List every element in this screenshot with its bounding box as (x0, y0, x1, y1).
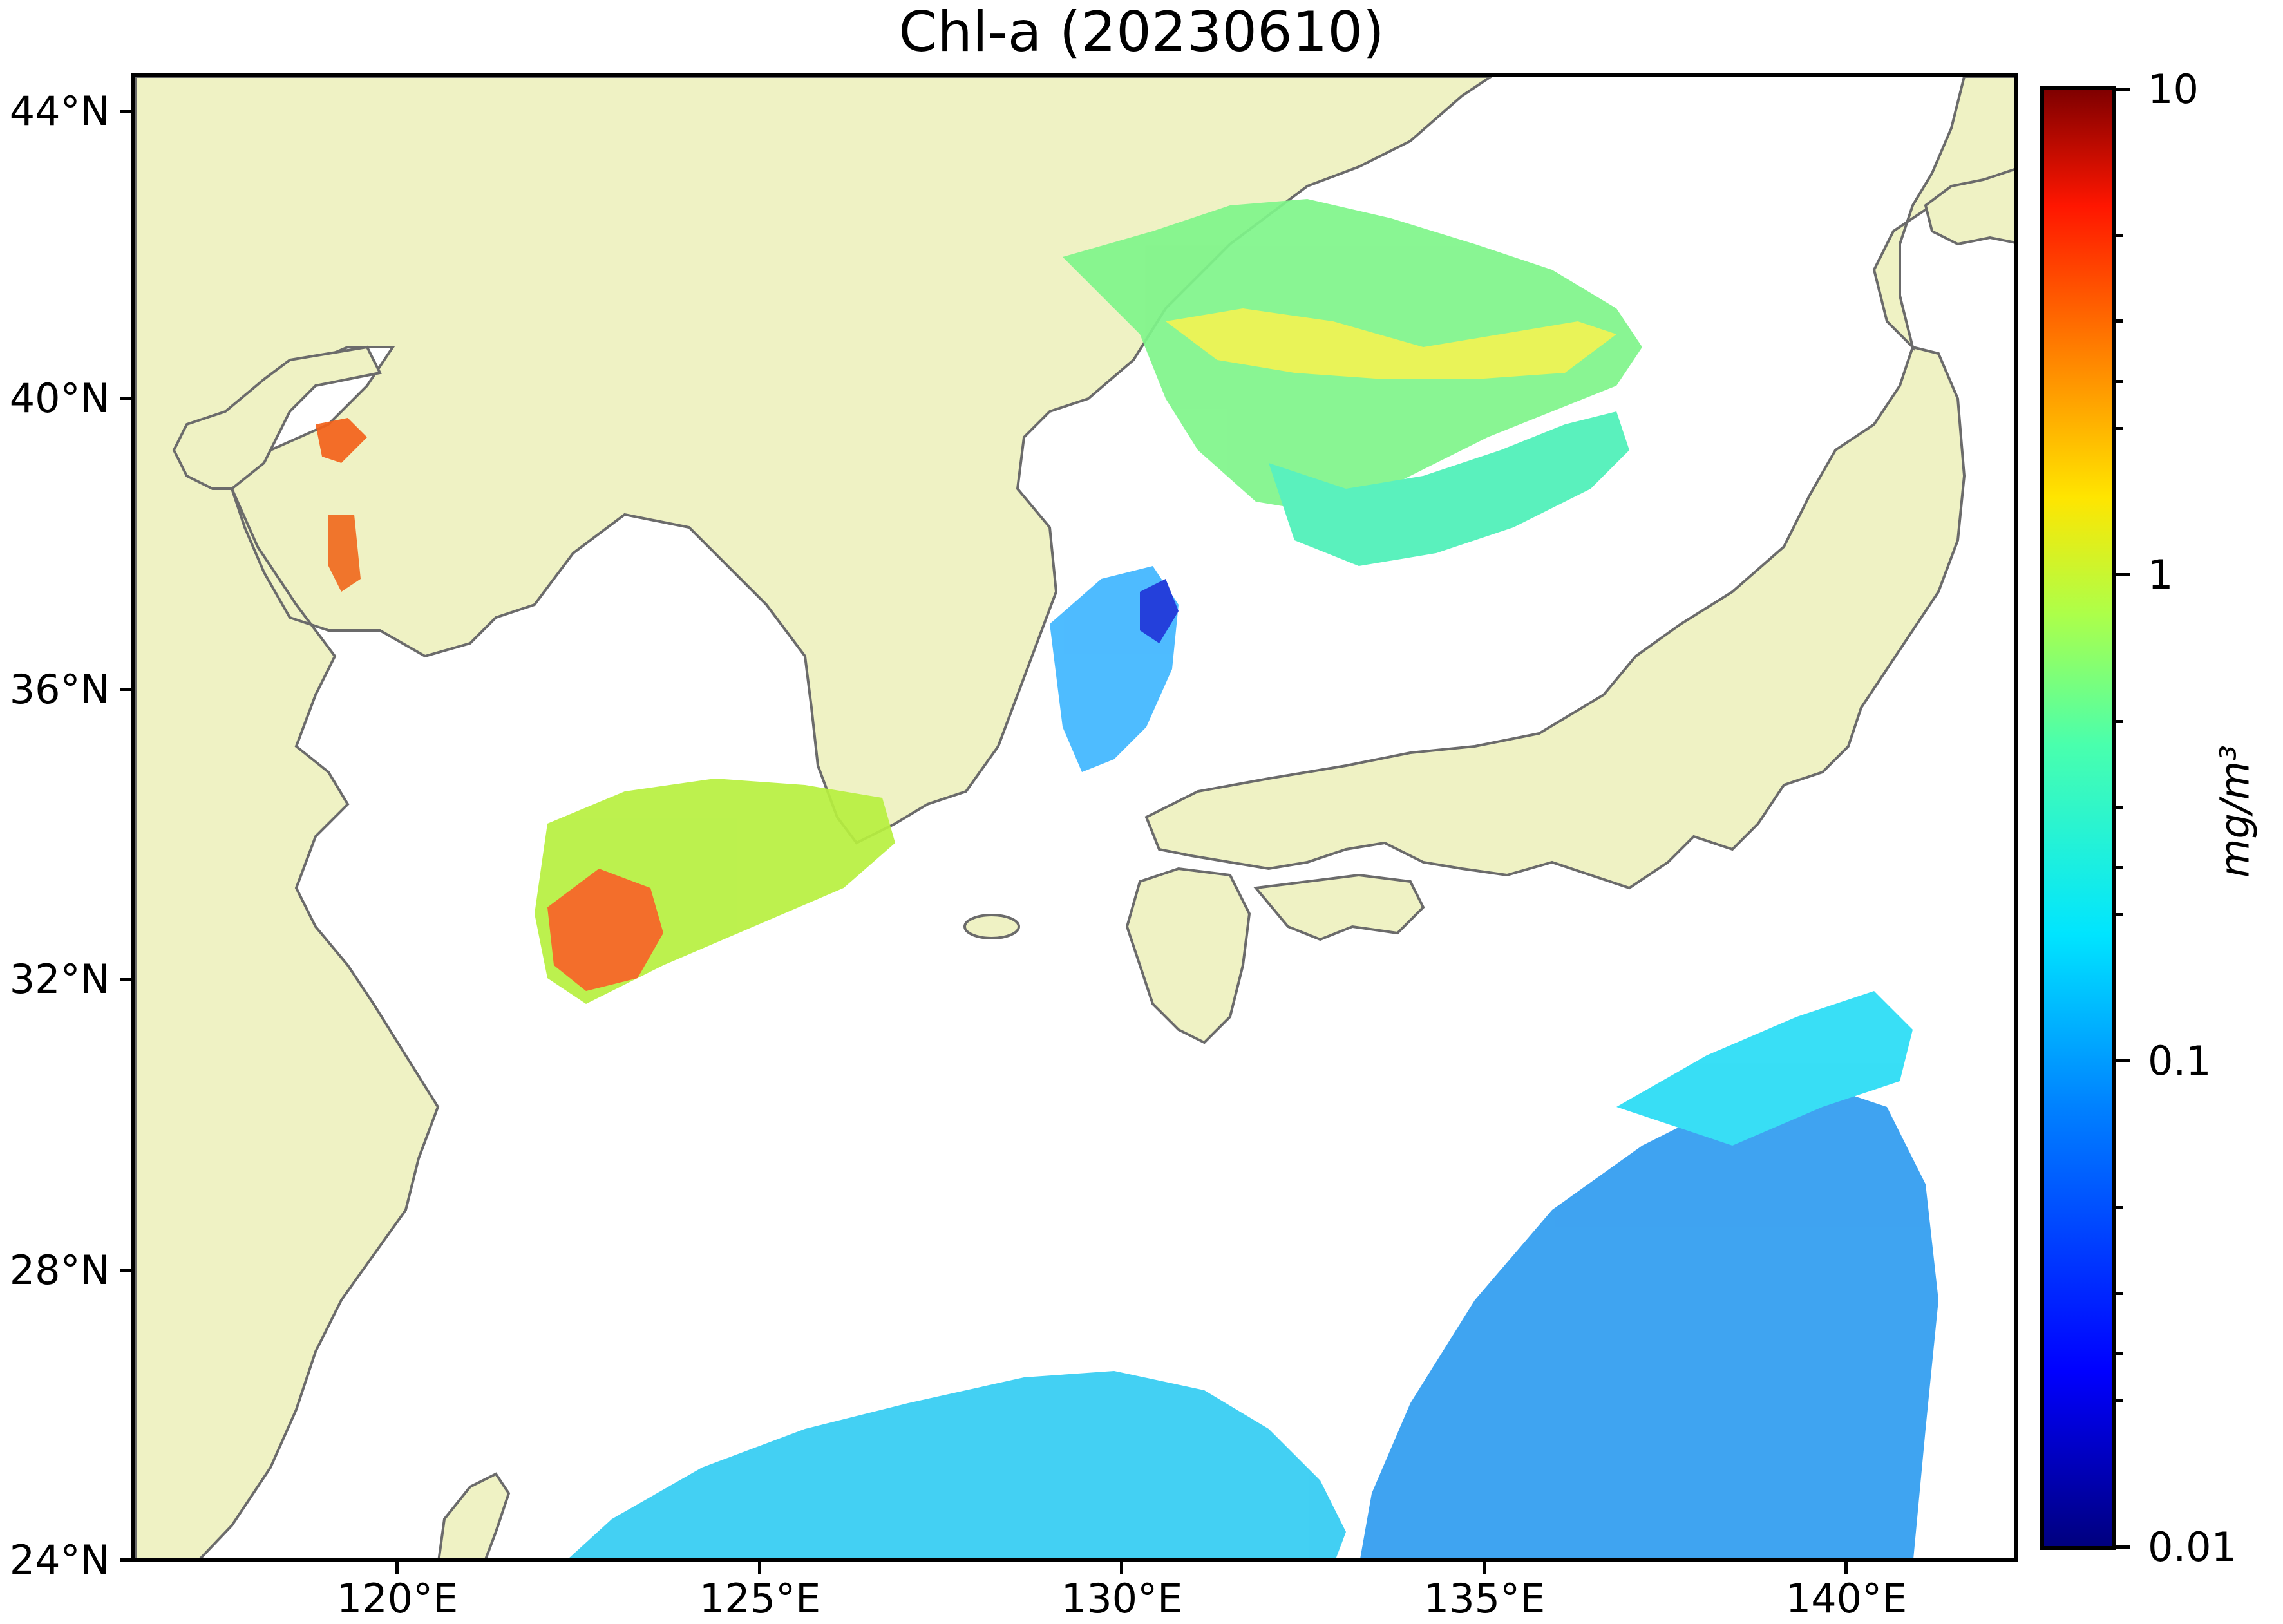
land-liaodong (172, 345, 382, 490)
colorbar-minor-tick (2116, 234, 2123, 237)
colorbar-minor-tick (2116, 1206, 2123, 1209)
colorbar-major-tick (2116, 88, 2130, 91)
colorbar-label: 0.1 (2148, 1037, 2212, 1084)
lon-tick-label: 120°E (336, 1575, 459, 1622)
lat-tickmark (120, 1269, 131, 1272)
map-title: Chl-a (20230610) (898, 0, 1385, 64)
lon-tickmark (1844, 1562, 1848, 1574)
colorbar-minor-tick (2116, 720, 2123, 723)
lat-tick-label: 32°N (9, 956, 110, 1003)
chl-low-patch (1140, 579, 1179, 643)
map-frame (131, 73, 2018, 1562)
colorbar-minor-tick (2116, 806, 2123, 809)
colorbar-unit: mg/m³ (2211, 745, 2259, 878)
lon-tick-label: 140°E (1785, 1575, 1908, 1622)
lat-tickmark (120, 1558, 131, 1562)
colorbar-minor-tick (2116, 1352, 2123, 1355)
colorbar-minor-tick (2116, 380, 2123, 383)
chl-east-sea-yellow (1166, 308, 1616, 379)
chl-high-patch (547, 869, 663, 991)
lat-tick-label: 44°N (9, 88, 110, 135)
chl-east-sea-mid (1269, 411, 1629, 566)
land-hokkaido-east (1924, 167, 2014, 246)
land-mainland (135, 77, 1493, 1558)
lon-tickmark (758, 1562, 761, 1574)
lat-tick-label: 24°N (9, 1536, 110, 1583)
land-hokkaido (1872, 77, 2014, 352)
chl-south-2 (1360, 1081, 1938, 1558)
chl-bohai-2 (328, 515, 361, 592)
lat-tickmark (120, 110, 131, 113)
colorbar-minor-tick (2116, 1399, 2123, 1402)
colorbar-minor-tick (2116, 913, 2123, 916)
colorbar-minor-tick (2116, 866, 2123, 869)
colorbar (2040, 86, 2116, 1550)
map-canvas (135, 77, 2014, 1558)
chl-bohai (316, 418, 367, 463)
colorbar-label: 0.01 (2148, 1524, 2237, 1571)
colorbar-major-tick (2116, 573, 2130, 576)
colorbar-label: 10 (2148, 66, 2199, 113)
land-taiwan (437, 1472, 511, 1558)
lat-tickmark (120, 397, 131, 400)
colorbar-minor-tick (2116, 1292, 2123, 1295)
lon-tick-label: 135°E (1423, 1575, 1546, 1622)
lon-tickmark (395, 1562, 399, 1574)
colorbar-label: 1 (2148, 551, 2174, 598)
colorbar-minor-tick (2116, 427, 2123, 430)
lat-tick-label: 28°N (9, 1247, 110, 1294)
land-jeju (963, 914, 1020, 939)
land-kyushu (1125, 867, 1251, 1044)
colorbar-major-tick (2116, 1059, 2130, 1062)
lat-tickmark (120, 978, 131, 981)
lat-tick-label: 36°N (9, 666, 110, 713)
lat-tick-label: 40°N (9, 375, 110, 422)
land-honshu (1144, 345, 1966, 890)
lon-tickmark (1120, 1562, 1123, 1574)
colorbar-major-tick (2116, 1545, 2130, 1549)
chl-south-1 (569, 1371, 1346, 1558)
colorbar-minor-tick (2116, 319, 2123, 323)
chl-field (316, 199, 1938, 1558)
lon-tick-label: 130°E (1061, 1575, 1183, 1622)
lon-tick-label: 125°E (699, 1575, 821, 1622)
land-shikoku (1253, 873, 1425, 941)
lon-tickmark (1483, 1562, 1486, 1574)
lat-tickmark (120, 688, 131, 691)
chl-south-3 (1616, 991, 1913, 1146)
